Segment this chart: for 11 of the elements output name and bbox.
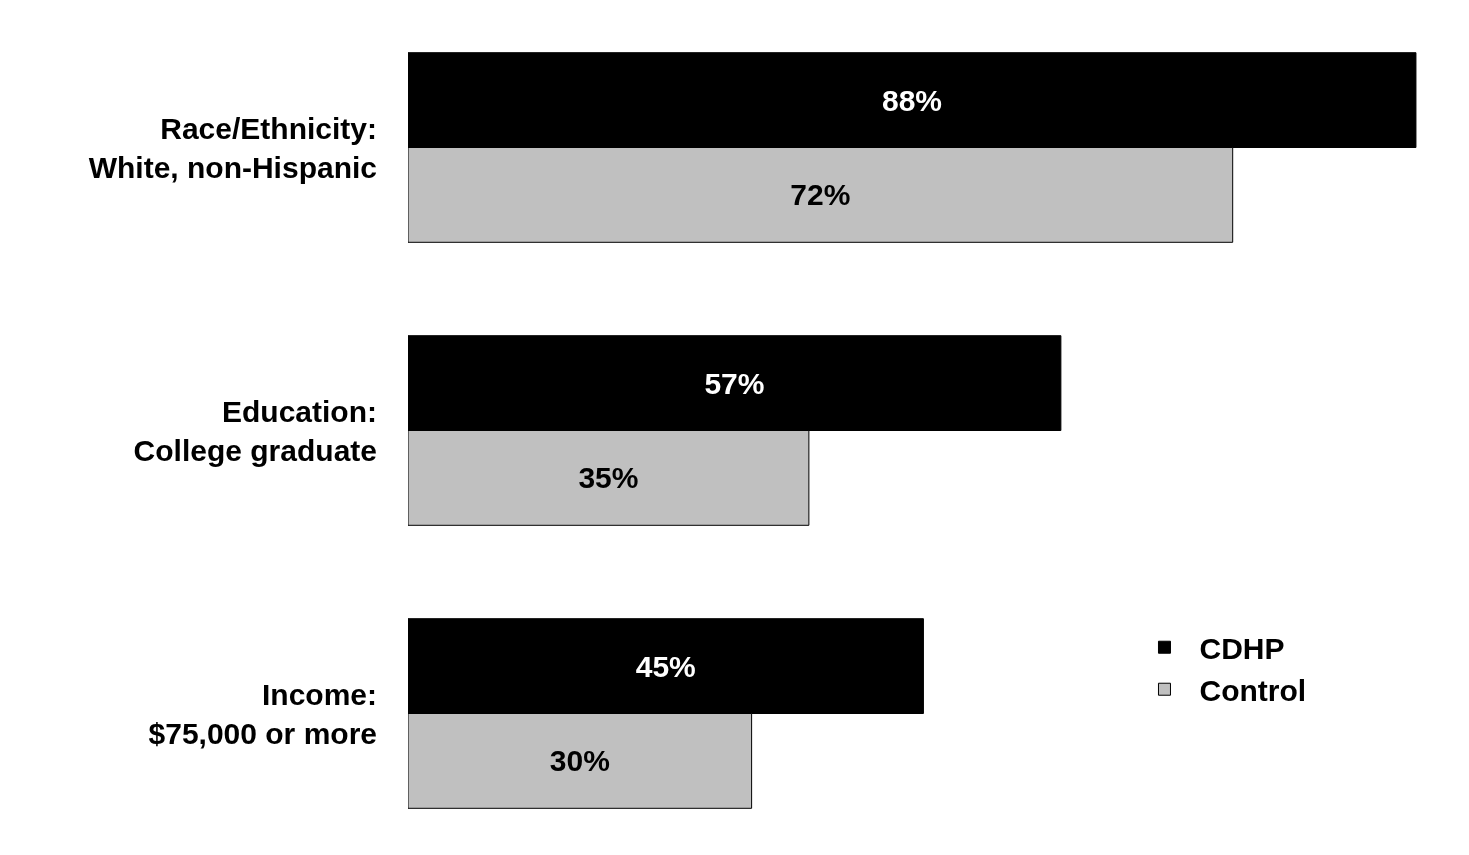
y-tick-label: Income: $75,000 or more	[148, 677, 377, 750]
legend-label: CDHP	[1199, 631, 1285, 665]
data-label: 88%	[881, 83, 942, 117]
data-label: 35%	[578, 461, 639, 495]
data-label: 30%	[549, 744, 610, 778]
data-label: 57%	[704, 366, 765, 400]
y-tick-label: Race/Ethnicity: White, non-Hispanic	[88, 111, 377, 184]
y-tick-label: Education: College graduate	[133, 394, 377, 467]
legend-label: Control	[1199, 673, 1307, 707]
data-label: 72%	[790, 178, 851, 212]
data-label: 45%	[635, 649, 696, 683]
